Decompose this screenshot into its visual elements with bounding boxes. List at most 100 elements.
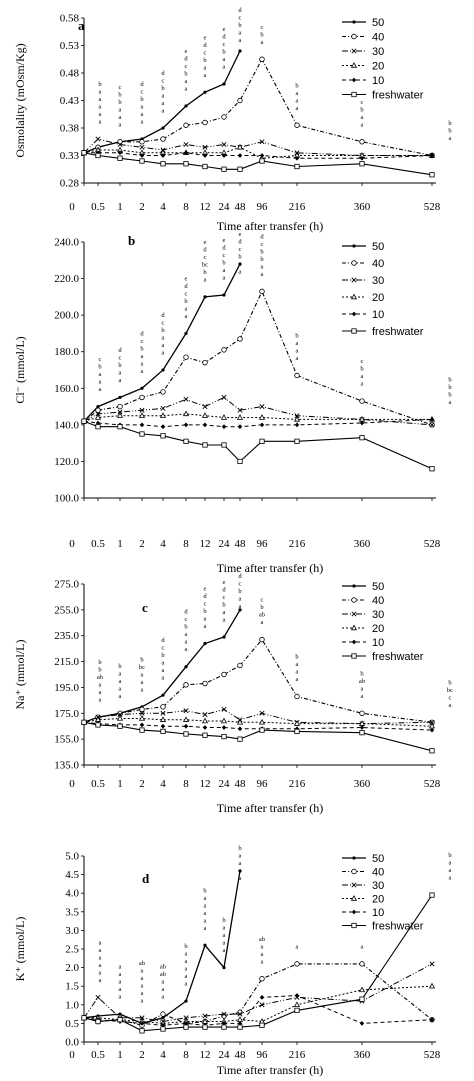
data-point-20	[236, 718, 244, 725]
significance-letter: c	[223, 41, 226, 48]
significance-letter: a	[296, 340, 299, 347]
significance-letter: a	[141, 686, 144, 693]
data-point-40	[202, 119, 208, 126]
x-tick-label: 2	[139, 538, 145, 550]
data-point-10	[202, 422, 208, 428]
legend-marker	[351, 639, 357, 645]
panel-label: a	[78, 18, 85, 33]
data-point-40	[237, 662, 243, 669]
data-point-20	[428, 982, 436, 989]
significance-letter: b	[238, 22, 241, 29]
data-point-30	[139, 1015, 145, 1021]
data-point-10	[160, 723, 166, 729]
data-point-freshwater	[429, 466, 435, 472]
chart-panel-b: 100.0 120.0 140.0 160.0 180.0 200.0 220.0 240.0…	[13, 231, 452, 575]
significance-letter: a	[162, 675, 165, 682]
data-point-50	[222, 293, 226, 297]
significance-letter: ab	[259, 936, 265, 943]
data-point-freshwater	[139, 1028, 145, 1034]
y-tick-label: 0.5	[65, 1018, 79, 1030]
y-axis-label: Na⁺ (mmol/L)	[13, 640, 27, 710]
data-point-40	[237, 336, 243, 342]
significance-letter: a	[141, 360, 144, 367]
y-tick-label: 255.0	[54, 604, 79, 616]
data-point-30	[237, 407, 243, 413]
legend-marker	[351, 882, 357, 888]
y-tick-label: 200.0	[54, 310, 79, 322]
legend-marker	[350, 62, 358, 68]
significance-letter: a	[119, 693, 122, 700]
significance-letter: e	[223, 237, 226, 244]
data-point-freshwater	[237, 166, 243, 172]
data-point-freshwater	[117, 424, 123, 430]
y-tick-label: 180.0	[54, 346, 79, 358]
legend-label: freshwater	[372, 651, 424, 663]
y-tick-label: 0.58	[60, 13, 80, 25]
data-point-10	[259, 153, 265, 158]
significance-letter: b	[98, 364, 101, 371]
significance-letter: a	[162, 350, 165, 357]
significance-letter: a	[162, 93, 165, 100]
significance-letter: bc	[202, 261, 208, 268]
x-tick-label: 24	[219, 778, 231, 790]
significance-letter: a	[239, 853, 242, 860]
data-point-40	[221, 114, 227, 120]
significance-letter: c	[239, 15, 242, 22]
x-tick-label: 2	[139, 778, 145, 790]
data-point-10	[221, 153, 227, 158]
y-tick-label: 100.0	[54, 493, 79, 505]
significance-letter: a	[204, 895, 207, 902]
significance-letter: a	[261, 619, 264, 626]
significance-letter: b	[161, 85, 164, 92]
significance-letter: b	[222, 49, 225, 56]
data-point-freshwater	[259, 727, 265, 733]
legend-marker	[351, 328, 357, 334]
significance-letter: a	[99, 371, 102, 378]
significance-letter: b	[184, 298, 187, 305]
significance-letter: c	[204, 254, 207, 261]
significance-letter: a	[99, 386, 102, 393]
significance-letter: a	[119, 971, 122, 978]
significance-letter: a	[185, 646, 188, 653]
y-tick-label: 0.53	[60, 40, 80, 52]
significance-letter: b	[448, 376, 451, 383]
legend-label: 10	[372, 907, 384, 919]
x-tick-label: 2	[139, 1049, 145, 1061]
legend-label: 30	[372, 880, 384, 892]
significance-letter: a	[119, 979, 122, 986]
significance-letter: a	[99, 962, 102, 969]
y-tick-label: 220.0	[54, 273, 79, 285]
significance-letter: c	[223, 252, 226, 259]
significance-letter: a	[449, 702, 452, 709]
x-tick-label: 12	[200, 538, 211, 550]
significance-letter: a	[223, 925, 226, 932]
legend-label: 30	[372, 609, 384, 621]
x-tick-label: 528	[424, 778, 441, 790]
data-point-freshwater	[202, 1024, 208, 1030]
data-point-30	[202, 1013, 208, 1019]
significance-letter: b	[295, 332, 298, 339]
data-point-50	[161, 126, 165, 130]
significance-letter: b	[184, 71, 187, 78]
significance-letter: a	[449, 860, 452, 867]
data-point-10	[139, 722, 145, 728]
significance-letter: a	[119, 685, 122, 692]
significance-letter: c	[261, 24, 264, 31]
significance-letter: b	[360, 366, 363, 373]
significance-letter: d	[161, 637, 165, 644]
x-tick-label: 0.5	[91, 538, 105, 550]
significance-letter: b	[260, 31, 263, 38]
significance-letter: d	[203, 42, 207, 49]
y-tick-label: 175.0	[54, 708, 79, 720]
significance-letter: a	[185, 958, 188, 965]
data-point-50	[222, 966, 226, 970]
significance-letter: d	[222, 245, 226, 252]
series-line-20	[83, 413, 432, 422]
data-point-20	[258, 414, 266, 420]
x-tick-label: 528	[424, 1049, 441, 1061]
legend-label: 10	[372, 309, 384, 321]
significance-letter: a	[99, 939, 102, 946]
y-tick-label: 4.0	[65, 888, 79, 900]
data-point-10	[221, 424, 227, 430]
significance-letter: e	[223, 579, 226, 586]
